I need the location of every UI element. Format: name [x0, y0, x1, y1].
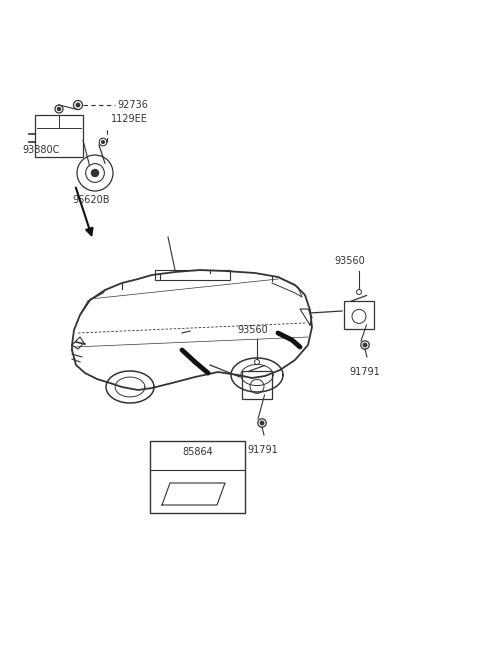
- Text: 1129EE: 1129EE: [111, 114, 148, 124]
- Text: 91791: 91791: [349, 367, 380, 377]
- Text: 93560: 93560: [237, 325, 268, 335]
- Bar: [35, 115, 83, 157]
- Bar: [242, 371, 272, 399]
- Circle shape: [58, 107, 60, 111]
- Text: 96620B: 96620B: [72, 195, 109, 205]
- Bar: [344, 301, 374, 329]
- Bar: [150, 441, 245, 513]
- Circle shape: [363, 343, 367, 346]
- Text: 91791: 91791: [247, 445, 278, 455]
- Text: 93880C: 93880C: [22, 145, 60, 155]
- Circle shape: [260, 421, 264, 425]
- Text: 85864: 85864: [182, 447, 213, 457]
- Circle shape: [91, 170, 98, 177]
- Bar: [155, 269, 230, 280]
- Text: 92736: 92736: [117, 100, 148, 110]
- Circle shape: [76, 103, 80, 107]
- Circle shape: [102, 141, 105, 143]
- Text: 93560: 93560: [334, 256, 365, 266]
